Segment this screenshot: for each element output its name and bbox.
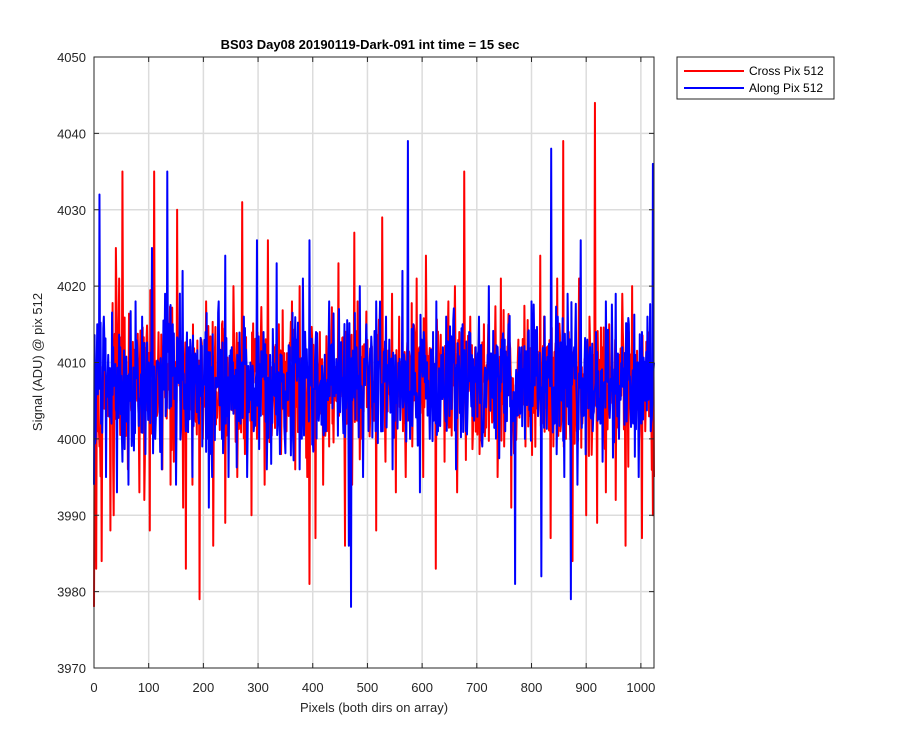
y-tick-label: 3970 bbox=[57, 661, 86, 676]
y-tick-label: 4020 bbox=[57, 279, 86, 294]
x-tick-label: 600 bbox=[411, 680, 433, 695]
legend-box bbox=[676, 56, 835, 100]
legend-label-cross-pix-512: Cross Pix 512 bbox=[749, 64, 824, 78]
y-tick-label: 4040 bbox=[57, 126, 86, 141]
x-axis-label: Pixels (both dirs on array) bbox=[300, 700, 448, 715]
y-tick-label: 4050 bbox=[57, 50, 86, 65]
x-tick-label: 800 bbox=[521, 680, 543, 695]
y-axis-ticks: 3970 3980 3990 4000 4010 4020 4030 4040 4050 bbox=[57, 50, 654, 676]
series-line-along-pix-512 bbox=[93, 140, 655, 608]
y-tick-label: 4010 bbox=[57, 356, 86, 371]
x-axis-ticks: 0 100 200 300 400 500 600 700 800 900 1000 bbox=[90, 57, 655, 695]
x-tick-label: 1000 bbox=[626, 680, 655, 695]
x-tick-label: 100 bbox=[138, 680, 160, 695]
series-group bbox=[93, 101, 655, 608]
legend: Cross Pix 512 Along Pix 512 bbox=[676, 56, 835, 100]
x-tick-label: 300 bbox=[247, 680, 269, 695]
x-tick-label: 900 bbox=[575, 680, 597, 695]
x-tick-label: 700 bbox=[466, 680, 488, 695]
y-tick-label: 4030 bbox=[57, 203, 86, 218]
x-tick-label: 400 bbox=[302, 680, 324, 695]
chart-title: BS03 Day08 20190119-Dark-091 int time = … bbox=[221, 37, 520, 52]
y-tick-label: 3980 bbox=[57, 585, 86, 600]
legend-label-along-pix-512: Along Pix 512 bbox=[749, 81, 823, 95]
y-tick-label: 3990 bbox=[57, 508, 86, 523]
x-tick-label: 500 bbox=[357, 680, 379, 695]
x-tick-label: 0 bbox=[90, 680, 97, 695]
y-tick-label: 4000 bbox=[57, 432, 86, 447]
x-tick-label: 200 bbox=[193, 680, 215, 695]
y-axis-label: Signal (ADU) @ pix 512 bbox=[30, 293, 45, 431]
